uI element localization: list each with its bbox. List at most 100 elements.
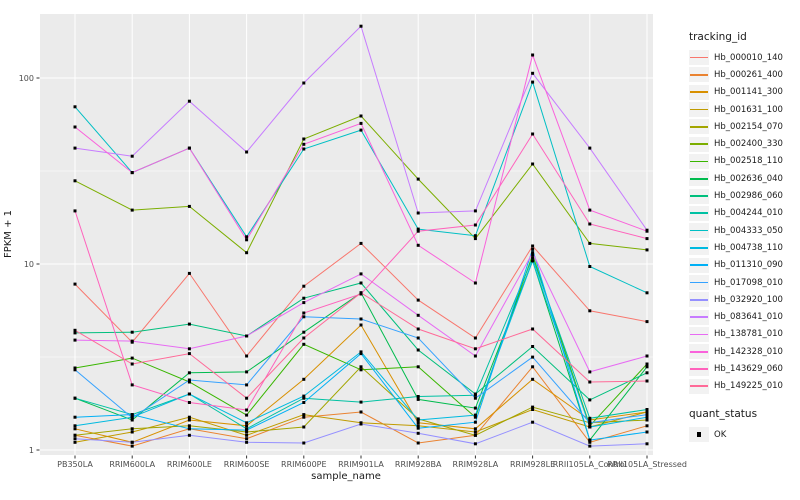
legend-item: Hb_001631_100	[689, 101, 783, 118]
legend-line-icon	[690, 281, 708, 284]
legend-item-label: Hb_004333_050	[714, 225, 783, 236]
legend-item: Hb_002636_040	[689, 170, 783, 187]
legend-title-tracking-id: tracking_id	[689, 31, 747, 43]
legend-item: Hb_142328_010	[689, 343, 783, 360]
legend-key	[689, 50, 709, 66]
legend-item-label: Hb_004244_010	[714, 208, 783, 219]
legend-line-icon	[690, 385, 708, 388]
legend-key	[689, 275, 709, 290]
legend-key	[689, 326, 709, 342]
legend-key	[689, 344, 709, 360]
x-tick-label: RRII105LA_Stressed	[607, 460, 687, 469]
ok-point-icon	[696, 432, 702, 437]
legend-key	[689, 153, 709, 169]
legend-item: Hb_002400_330	[689, 135, 783, 152]
legend-item-label: Hb_004738_110	[714, 242, 783, 253]
legend-line-icon	[690, 229, 708, 232]
legend-item: Hb_001141_300	[689, 84, 783, 101]
legend-item-label: Hb_001631_100	[714, 104, 783, 115]
legend-item: Hb_083641_010	[689, 308, 783, 325]
legend-key	[689, 223, 709, 239]
legend-line-icon	[690, 368, 708, 370]
legend-item-label: Hb_001141_300	[714, 87, 783, 98]
legend-item: Hb_004333_050	[689, 222, 783, 239]
legend-item-label: Hb_142328_010	[714, 346, 783, 357]
quant-ok-label: OK	[714, 429, 727, 440]
legend-line-icon	[690, 91, 708, 94]
legend-key	[689, 84, 709, 100]
x-axis-title: sample_name	[311, 471, 381, 482]
legend-key	[689, 257, 709, 273]
legend-item: Hb_017098_010	[689, 274, 783, 291]
y-tick-label: 100	[19, 74, 34, 83]
x-tick-label: RRIM600LE	[167, 460, 212, 469]
legend-line-icon	[690, 125, 708, 128]
legend-item: Hb_032920_100	[689, 291, 783, 308]
legend-key	[689, 292, 709, 308]
point-markers	[73, 24, 649, 448]
y-axis-title: FPKM + 1	[3, 210, 14, 258]
legend-item: Hb_004738_110	[689, 239, 783, 256]
legend-item-label: Hb_000010_140	[714, 52, 783, 63]
legend-item-label: Hb_149225_010	[714, 381, 783, 392]
legend-key	[689, 119, 709, 135]
legend-title-quant-status: quant_status	[689, 407, 758, 420]
legend-item-label: Hb_032920_100	[714, 294, 783, 305]
legend-key	[689, 240, 709, 256]
legend-item-label: Hb_017098_010	[714, 277, 783, 288]
axis-ticks: PB350LA RRIM600LA RRIM600LE RRIM600SE RRIM60…	[19, 74, 687, 469]
legend-item-label: Hb_000261_400	[714, 69, 783, 80]
legend-line-icon	[690, 177, 708, 180]
legend-item: Hb_143629_060	[689, 360, 783, 377]
legend-key	[689, 171, 709, 187]
legend-item: Hb_000261_400	[689, 66, 783, 83]
legend-item-label: Hb_002400_330	[714, 139, 783, 150]
x-tick-label: RRIM600LA	[109, 460, 155, 469]
legend-line-icon	[690, 316, 708, 318]
x-tick-label: RRII105LA_Control	[553, 460, 627, 469]
legend-line-icon	[690, 350, 708, 353]
legend-line-icon	[690, 298, 708, 301]
legend-items: Hb_000010_140 Hb_000261_400 Hb_001141_300 H…	[689, 49, 783, 395]
legend-item-label: Hb_002154_070	[714, 121, 783, 132]
legend-item-label: Hb_002636_040	[714, 173, 783, 184]
legend-item-label: Hb_138781_010	[714, 329, 783, 340]
legend-line-icon	[690, 56, 708, 59]
legend-key	[689, 102, 709, 118]
legend-line-icon	[690, 264, 708, 267]
legend-item: Hb_000010_140	[689, 49, 783, 66]
legend-item-label: Hb_002518_110	[714, 156, 783, 167]
legend-key	[689, 427, 709, 443]
legend-key	[689, 309, 709, 325]
legend-item: Hb_002154_070	[689, 118, 783, 135]
legend-line-icon	[690, 333, 708, 336]
legend-line-icon	[690, 247, 708, 249]
legend-item-label: Hb_083641_010	[714, 312, 783, 323]
x-tick-label: PB350LA	[57, 460, 93, 469]
legend-item-label: Hb_002986_060	[714, 191, 783, 202]
legend-line-icon	[690, 212, 708, 215]
legend-line-icon	[690, 160, 708, 163]
legend-key	[689, 136, 709, 152]
legend-line-icon	[690, 108, 708, 111]
legend-key	[689, 188, 709, 204]
legend-key	[689, 378, 709, 394]
legend-item: Hb_002518_110	[689, 153, 783, 170]
legend-line-icon	[690, 74, 708, 76]
legend: tracking_id Hb_000010_140 Hb_000261_400 Hb…	[689, 30, 783, 443]
legend-line-icon	[690, 143, 708, 145]
x-tick-label: RRIM928BA	[395, 460, 442, 469]
legend-item: Hb_149225_010	[689, 378, 783, 395]
x-tick-label: RRIM928LA	[453, 460, 499, 469]
legend-line-icon	[690, 195, 708, 197]
x-tick-label: RRIM600PE	[281, 460, 327, 469]
x-tick-label: RRIM600SE	[224, 460, 270, 469]
legend-key	[689, 361, 709, 377]
legend-item: Hb_004244_010	[689, 205, 783, 222]
legend-key	[689, 205, 709, 221]
legend-item-label: Hb_011310_090	[714, 260, 783, 271]
y-tick-label: 1	[29, 446, 34, 455]
x-tick-label: RRIM928LE	[510, 460, 555, 469]
legend-item-label: Hb_143629_060	[714, 363, 783, 374]
